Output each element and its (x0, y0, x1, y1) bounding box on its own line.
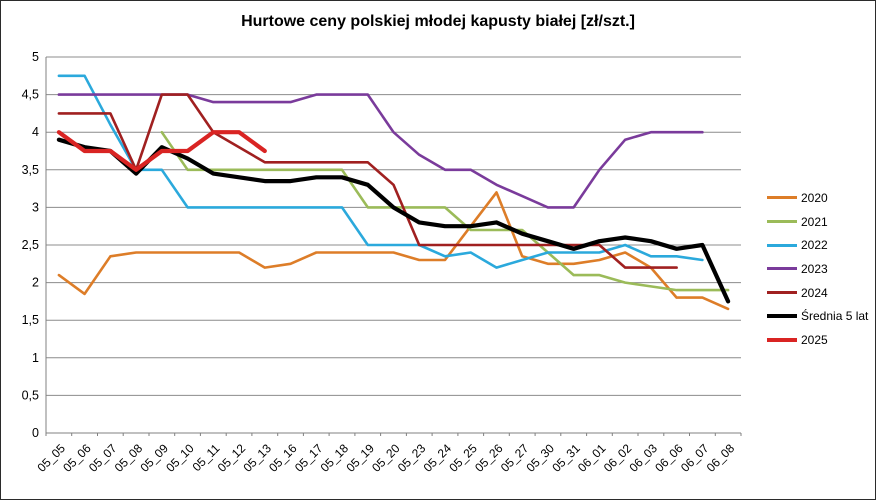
x-axis-label: 05_16 (266, 441, 300, 475)
axes (45, 57, 742, 436)
legend-label: 2023 (801, 261, 828, 276)
x-axis-label: 05_12 (215, 441, 249, 475)
legend-swatch (767, 243, 797, 247)
legend-label: Średnia 5 lat (801, 309, 869, 324)
x-axis-label: 06_07 (678, 441, 712, 475)
legend-item-2023: 2023 (767, 257, 868, 281)
series-2021 (160, 130, 730, 292)
x-axis-label: 05_10 (163, 441, 197, 475)
series-2020 (57, 191, 730, 311)
x-axis-label: 05_08 (112, 441, 146, 475)
legend-label: 2021 (801, 214, 828, 229)
x-axis-label: 05_23 (395, 441, 429, 475)
y-axis-label: 2 (32, 276, 39, 290)
series-average-5yr (56, 137, 731, 304)
legend-item-2024: 2024 (767, 281, 868, 305)
x-axis-labels: 05_0505_0605_0705_0805_0905_1005_1105_12… (35, 441, 738, 475)
x-axis-label: 05_18 (318, 441, 352, 475)
series-lines (56, 74, 731, 311)
x-axis-label: 05_20 (369, 441, 403, 475)
y-axis-labels: 0 0,5 1 1,5 2 2,5 3 3,5 4 4,5 5 (22, 50, 39, 440)
x-axis-label: 05_17 (292, 441, 326, 475)
series-2024 (57, 93, 678, 269)
x-axis-label: 05_26 (472, 441, 506, 475)
x-axis-label: 05_30 (524, 441, 558, 475)
x-axis-label: 05_27 (498, 441, 532, 475)
y-axis-label: 3 (32, 200, 39, 214)
legend-label: 2024 (801, 285, 828, 300)
x-axis-label: 05_24 (421, 441, 455, 475)
y-axis-label: 1,5 (22, 313, 39, 327)
legend-label: 2022 (801, 238, 828, 253)
x-axis-label: 05_19 (343, 441, 377, 475)
legend-item-2022: 2022 (767, 233, 868, 257)
x-axis-label: 06_02 (601, 441, 635, 475)
legend-swatch (767, 196, 797, 200)
x-axis-label: 05_13 (240, 441, 274, 475)
legend-swatch (767, 220, 797, 224)
y-axis-label: 5 (32, 50, 39, 64)
legend-item-2025: 2025 (767, 328, 868, 352)
legend-swatch (767, 337, 797, 342)
x-axis-label: 06_08 (704, 441, 738, 475)
y-axis-label: 0,5 (22, 388, 39, 402)
legend-swatch (767, 291, 797, 295)
x-axis-label: 05_25 (446, 441, 480, 475)
x-axis-label: 05_07 (86, 441, 120, 475)
legend-item-2020: 2020 (767, 186, 868, 210)
chart-title: Hurtowe ceny polskiej młodej kapusty bia… (241, 13, 635, 30)
legend-swatch (767, 267, 797, 271)
x-axis-label: 05_05 (35, 441, 69, 475)
y-axis-label: 0 (32, 426, 39, 440)
legend-item-average-5yr: Średnia 5 lat (767, 304, 868, 328)
y-axis-label: 3,5 (22, 163, 39, 177)
x-axis-label: 06_03 (627, 441, 661, 475)
x-axis-label: 05_06 (60, 441, 94, 475)
x-axis-label: 06_01 (575, 441, 609, 475)
legend-label: 2025 (801, 332, 828, 347)
legend: 2020 2021 2022 2023 2024 Średnia 5 lat 2025 (767, 186, 868, 352)
x-axis-label: 05_31 (549, 441, 583, 475)
y-axis-label: 1 (32, 351, 39, 365)
x-axis-label: 06_06 (652, 441, 686, 475)
series-2022 (57, 74, 704, 269)
y-axis-label: 4 (32, 125, 39, 139)
x-axis-label: 05_09 (137, 441, 171, 475)
y-axis-label: 4,5 (22, 88, 39, 102)
legend-swatch (767, 314, 797, 319)
legend-item-2021: 2021 (767, 210, 868, 234)
series-2025 (56, 130, 267, 172)
y-axis-label: 2,5 (22, 238, 39, 252)
legend-label: 2020 (801, 190, 828, 205)
